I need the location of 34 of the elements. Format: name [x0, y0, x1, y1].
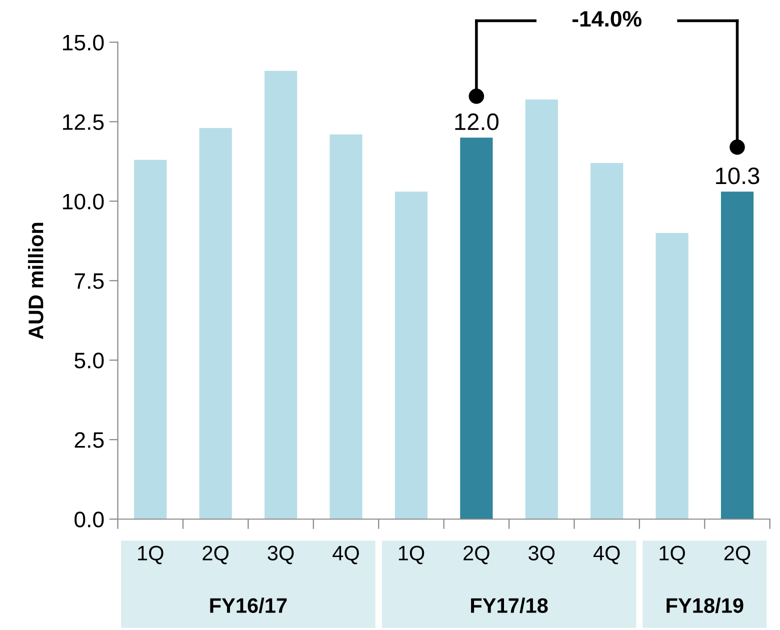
y-tick-label: 2.5 [74, 432, 104, 448]
bar [656, 232, 688, 520]
x-tick-label: 2Q [724, 546, 750, 564]
y-axis-title: AUD million [28, 222, 44, 340]
y-tick-label: 12.5 [63, 114, 104, 130]
bar [394, 192, 428, 520]
text: -14.0% [572, 10, 642, 27]
y-tick-label: 15.0 [63, 34, 104, 50]
bar [330, 134, 362, 520]
x-tick-label: 3Q [268, 546, 294, 564]
bar [264, 70, 298, 520]
text: FY16/17 [210, 598, 287, 614]
x-tick-label: 1Q [398, 546, 424, 564]
x-tick-label: 2Q [464, 546, 490, 564]
bar [134, 160, 167, 520]
bar [720, 192, 754, 520]
data-label: 10.3 [716, 167, 760, 184]
x-tick-label: 4Q [593, 546, 620, 564]
text: FY17/18 [471, 598, 548, 614]
x-tick-label: 1Q [660, 546, 685, 564]
y-tick-label: 5.0 [74, 352, 104, 368]
x-tick-label: 2Q [202, 546, 228, 564]
bar [199, 128, 232, 520]
text: FY18/19 [666, 598, 744, 614]
x-tick-label: 3Q [528, 546, 555, 564]
x-tick-label: 1Q [138, 546, 164, 564]
y-tick-label: 7.5 [74, 273, 104, 289]
bar [525, 99, 558, 520]
bar [460, 138, 493, 520]
x-tick-label: 4Q [332, 546, 359, 564]
y-tick-label: 0.0 [74, 512, 104, 528]
y-tick-label: 10.0 [63, 194, 104, 210]
bar [590, 163, 624, 520]
data-label: 12.0 [455, 113, 498, 130]
